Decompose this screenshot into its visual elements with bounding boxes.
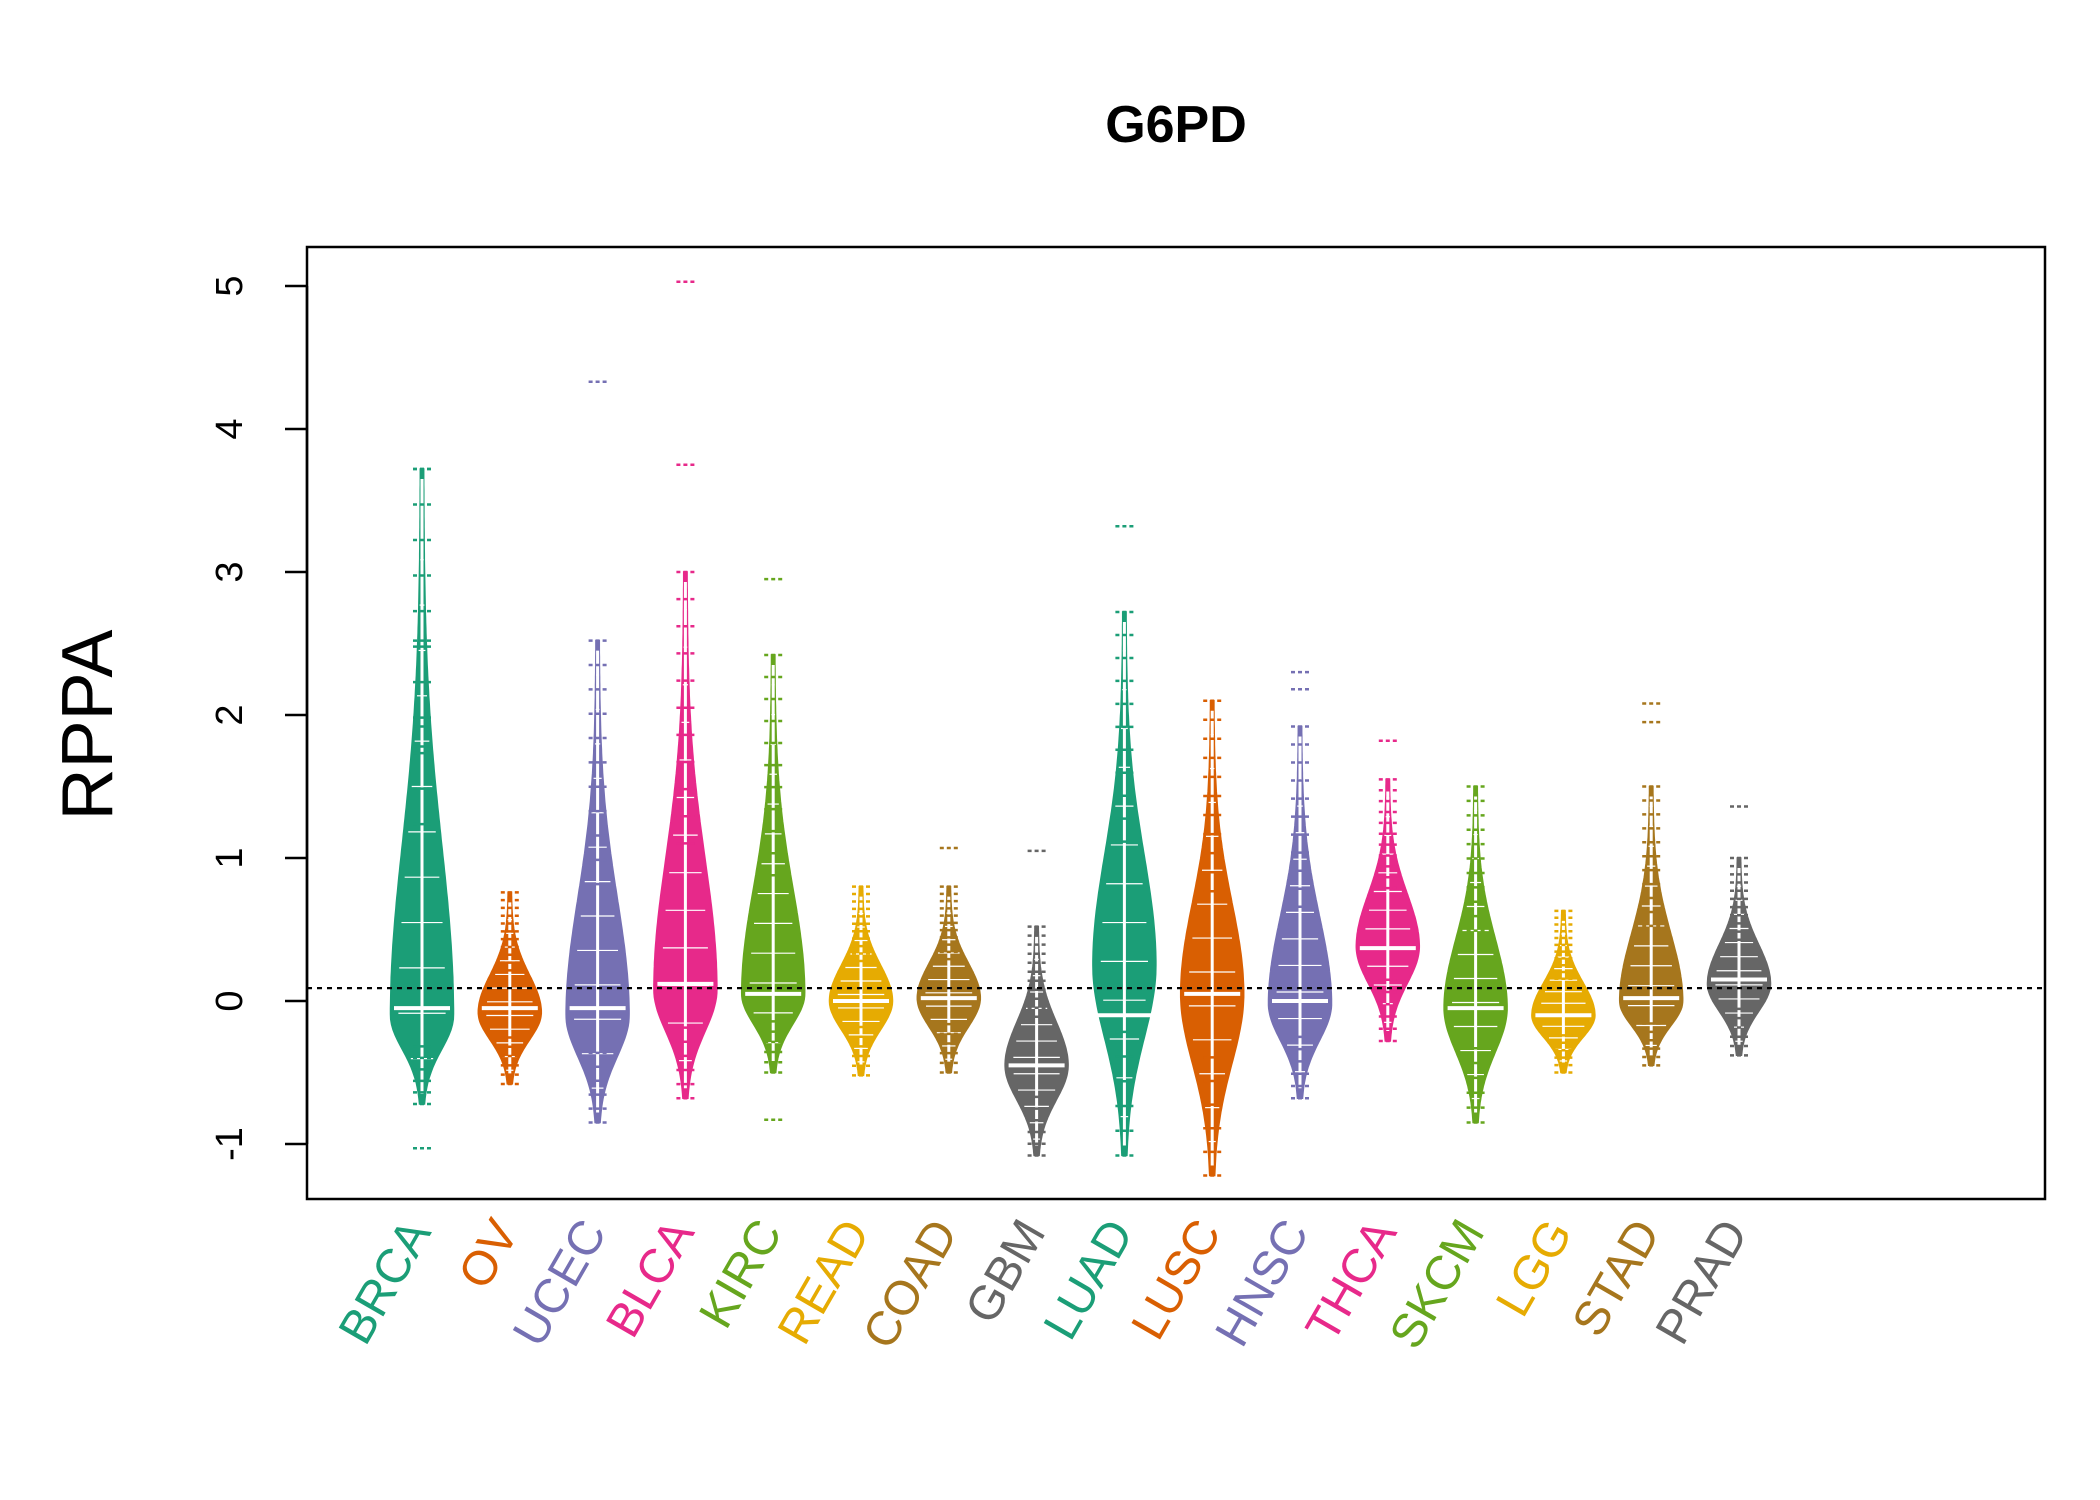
violin-read bbox=[828, 885, 894, 1077]
violin-lusc bbox=[1179, 699, 1245, 1177]
violin-gbm bbox=[1004, 849, 1069, 1157]
category-label: BRCA bbox=[329, 1211, 442, 1353]
y-tick-label: 2 bbox=[209, 704, 251, 725]
violin-stad bbox=[1618, 702, 1684, 1067]
chart-title: G6PD bbox=[1105, 96, 1247, 154]
category-label: OV bbox=[449, 1211, 530, 1298]
y-axis: -1 0 1 2 3 4 5 bbox=[209, 275, 309, 1161]
violin-lgg bbox=[1531, 909, 1596, 1074]
category-label: LUAD bbox=[1034, 1211, 1144, 1348]
violin-brca bbox=[389, 467, 455, 1150]
y-tick-label: 4 bbox=[209, 418, 251, 439]
violin-skcm bbox=[1443, 785, 1508, 1124]
x-axis-labels: BRCA OVUCECBLCAKIRCREADCOADGBMLUADLUSCHNS… bbox=[329, 1211, 1759, 1358]
violin-luad bbox=[1092, 524, 1157, 1157]
violin-thca bbox=[1355, 739, 1421, 1043]
y-tick-label: 3 bbox=[209, 561, 251, 582]
violin-coad bbox=[916, 846, 982, 1074]
violin-prad bbox=[1706, 805, 1772, 1057]
y-tick-label: 0 bbox=[209, 990, 251, 1011]
violin-kirc bbox=[740, 577, 806, 1121]
y-tick-label: 5 bbox=[209, 275, 251, 296]
category-label: BLCA bbox=[596, 1211, 705, 1346]
violin-ucec bbox=[565, 380, 630, 1124]
violin-group bbox=[389, 280, 1772, 1177]
y-axis-label: RPPA bbox=[48, 630, 128, 821]
violin-hnsc bbox=[1267, 670, 1333, 1100]
category-label: PRAD bbox=[1646, 1211, 1759, 1353]
plot-frame bbox=[305, 245, 2047, 1201]
violin-blca bbox=[653, 280, 718, 1100]
y-tick-label: 1 bbox=[209, 847, 251, 868]
y-tick-label: -1 bbox=[209, 1127, 251, 1161]
